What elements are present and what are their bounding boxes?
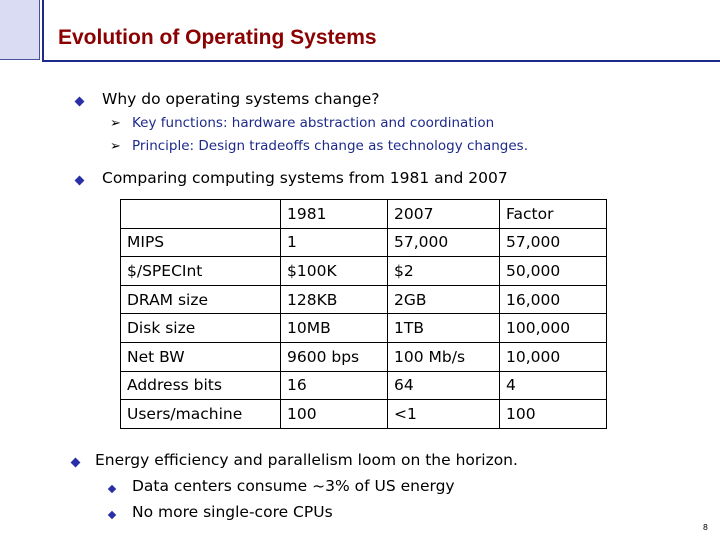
table-cell: 128KB: [280, 284, 388, 315]
table-cell: 10,000: [499, 341, 607, 372]
table-row: Address bits 16 64 4: [120, 370, 607, 401]
subpoint-data-centers: Data centers consume ~3% of US energy: [132, 477, 455, 495]
table-row: Disk size 10MB 1TB 100,000: [120, 313, 607, 343]
table-row: DRAM size 128KB 2GB 16,000: [120, 284, 607, 315]
table-cell: Disk size: [120, 313, 281, 343]
subpoint-principle: Principle: Design tradeoffs change as te…: [132, 138, 529, 154]
table-cell: 100: [499, 399, 607, 429]
table-cell: 100 Mb/s: [387, 341, 500, 372]
table-cell: 2GB: [387, 284, 500, 315]
table-cell: MIPS: [120, 227, 281, 258]
subpoint-single-core: No more single-core CPUs: [132, 503, 333, 521]
table-cell: $100K: [280, 256, 388, 286]
table-header-cell: 2007: [387, 199, 500, 229]
table-cell: 1: [280, 227, 388, 258]
table-cell: 100: [280, 399, 388, 429]
table-cell: 57,000: [499, 227, 607, 258]
table-cell: Users/machine: [120, 399, 281, 429]
table-header-row: 1981 2007 Factor: [120, 199, 607, 229]
page-number: 8: [702, 523, 708, 532]
table-cell: 10MB: [280, 313, 388, 343]
table-cell: 64: [387, 370, 500, 401]
diamond-bullet-icon: [74, 96, 85, 107]
table-cell: <1: [387, 399, 500, 429]
table-header-cell: Factor: [499, 199, 607, 229]
table-cell: Net BW: [120, 341, 281, 372]
table-header-cell: 1981: [280, 199, 388, 229]
arrow-bullet-icon: ➢: [110, 139, 121, 154]
table-cell: Address bits: [120, 370, 281, 401]
table-cell: 100,000: [499, 313, 607, 343]
diamond-bullet-icon: [70, 457, 81, 468]
table-cell: 57,000: [387, 227, 500, 258]
table-cell: 16: [280, 370, 388, 401]
table-row: Net BW 9600 bps 100 Mb/s 10,000: [120, 341, 607, 372]
table-cell: $/SPECInt: [120, 256, 281, 286]
arrow-bullet-icon: ➢: [110, 116, 121, 131]
bullet-comparing: Comparing computing systems from 1981 an…: [102, 169, 508, 187]
table-cell: 50,000: [499, 256, 607, 286]
diamond-bullet-icon: [107, 484, 117, 494]
table-row: MIPS 1 57,000 57,000: [120, 227, 607, 258]
bullet-energy: Energy efficiency and parallelism loom o…: [95, 451, 518, 469]
diamond-bullet-icon: [74, 175, 85, 186]
table-cell: $2: [387, 256, 500, 286]
table-cell: 1TB: [387, 313, 500, 343]
table-cell: DRAM size: [120, 284, 281, 315]
table-row: $/SPECInt $100K $2 50,000: [120, 256, 607, 286]
table-cell: 9600 bps: [280, 341, 388, 372]
comparison-table: 1981 2007 Factor MIPS 1 57,000 57,000 $/…: [120, 199, 607, 429]
table-cell: 4: [499, 370, 607, 401]
table-header-cell: [120, 199, 281, 229]
title-rule-horizontal: [42, 60, 720, 62]
title-rule-vertical: [42, 0, 44, 62]
corner-decoration: [0, 0, 40, 60]
bullet-why: Why do operating systems change?: [102, 90, 380, 108]
diamond-bullet-icon: [107, 510, 117, 520]
table-row: Users/machine 100 <1 100: [120, 399, 607, 429]
subpoint-key-functions: Key functions: hardware abstraction and …: [132, 115, 495, 131]
page-title: Evolution of Operating Systems: [58, 26, 377, 49]
table-cell: 16,000: [499, 284, 607, 315]
